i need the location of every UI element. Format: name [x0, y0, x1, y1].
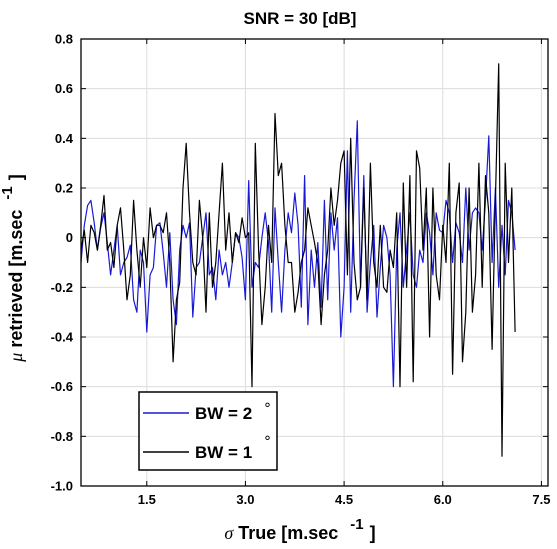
x-tick-label: 1.5: [138, 492, 156, 507]
legend-box: [138, 391, 278, 471]
y-tick-label: -1.0: [51, 479, 73, 494]
legend-degree-bw2: °: [264, 401, 271, 417]
y-tick-label: -0.6: [51, 379, 73, 394]
x-axis-label-sup: -1: [350, 516, 363, 533]
y-tick-label: 0.8: [55, 32, 73, 47]
y-axis-label-text: retrieved [m.sec: [6, 210, 26, 353]
y-tick-label: 0: [66, 230, 73, 245]
chart-title: SNR = 30 [dB]: [244, 9, 357, 28]
y-axis-symbol: μ: [6, 353, 26, 363]
y-axis-label-group: μ retrieved [m.sec -1]: [0, 174, 26, 362]
y-tick-label: -0.2: [51, 280, 73, 295]
x-axis-label: σ True [m.sec -1]: [224, 516, 375, 543]
y-tick-label: 0.4: [55, 131, 74, 146]
x-tick-label: 3.0: [236, 492, 254, 507]
y-axis-label: μ retrieved [m.sec -1]: [0, 174, 26, 362]
x-tick-label: 7.5: [532, 492, 550, 507]
series-line-bw-1: [80, 63, 516, 457]
plot-frame: [80, 38, 549, 487]
y-axis-label-sup: -1: [0, 186, 16, 199]
series-line-bw-2: [80, 120, 516, 388]
legend: BW = 2 ° BW = 1 °: [138, 391, 278, 471]
legend-label-bw1: BW = 1: [195, 443, 252, 462]
y-tick-label: 0.2: [55, 181, 73, 196]
x-axis-label-close: ]: [370, 523, 376, 543]
series-group: [80, 63, 516, 457]
x-tick-label: 6.0: [434, 492, 452, 507]
y-tick-label: -0.4: [51, 330, 74, 345]
x-ticks: 1.5 3.0 4.5 6.0 7.5: [138, 39, 550, 507]
x-axis-label-text: True [m.sec: [233, 523, 338, 543]
y-ticks: -1.0 -0.8 -0.6 -0.4 -0.2 0 0.2 0.4 0.6 0.8: [51, 32, 548, 494]
legend-label-bw2: BW = 2: [195, 404, 252, 423]
x-tick-label: 4.5: [335, 492, 353, 507]
y-tick-label: 0.6: [55, 81, 73, 96]
y-tick-label: -0.8: [51, 429, 73, 444]
y-axis-label-close: ]: [6, 174, 26, 180]
legend-degree-bw1: °: [264, 434, 271, 450]
x-axis-symbol: σ: [224, 523, 234, 543]
